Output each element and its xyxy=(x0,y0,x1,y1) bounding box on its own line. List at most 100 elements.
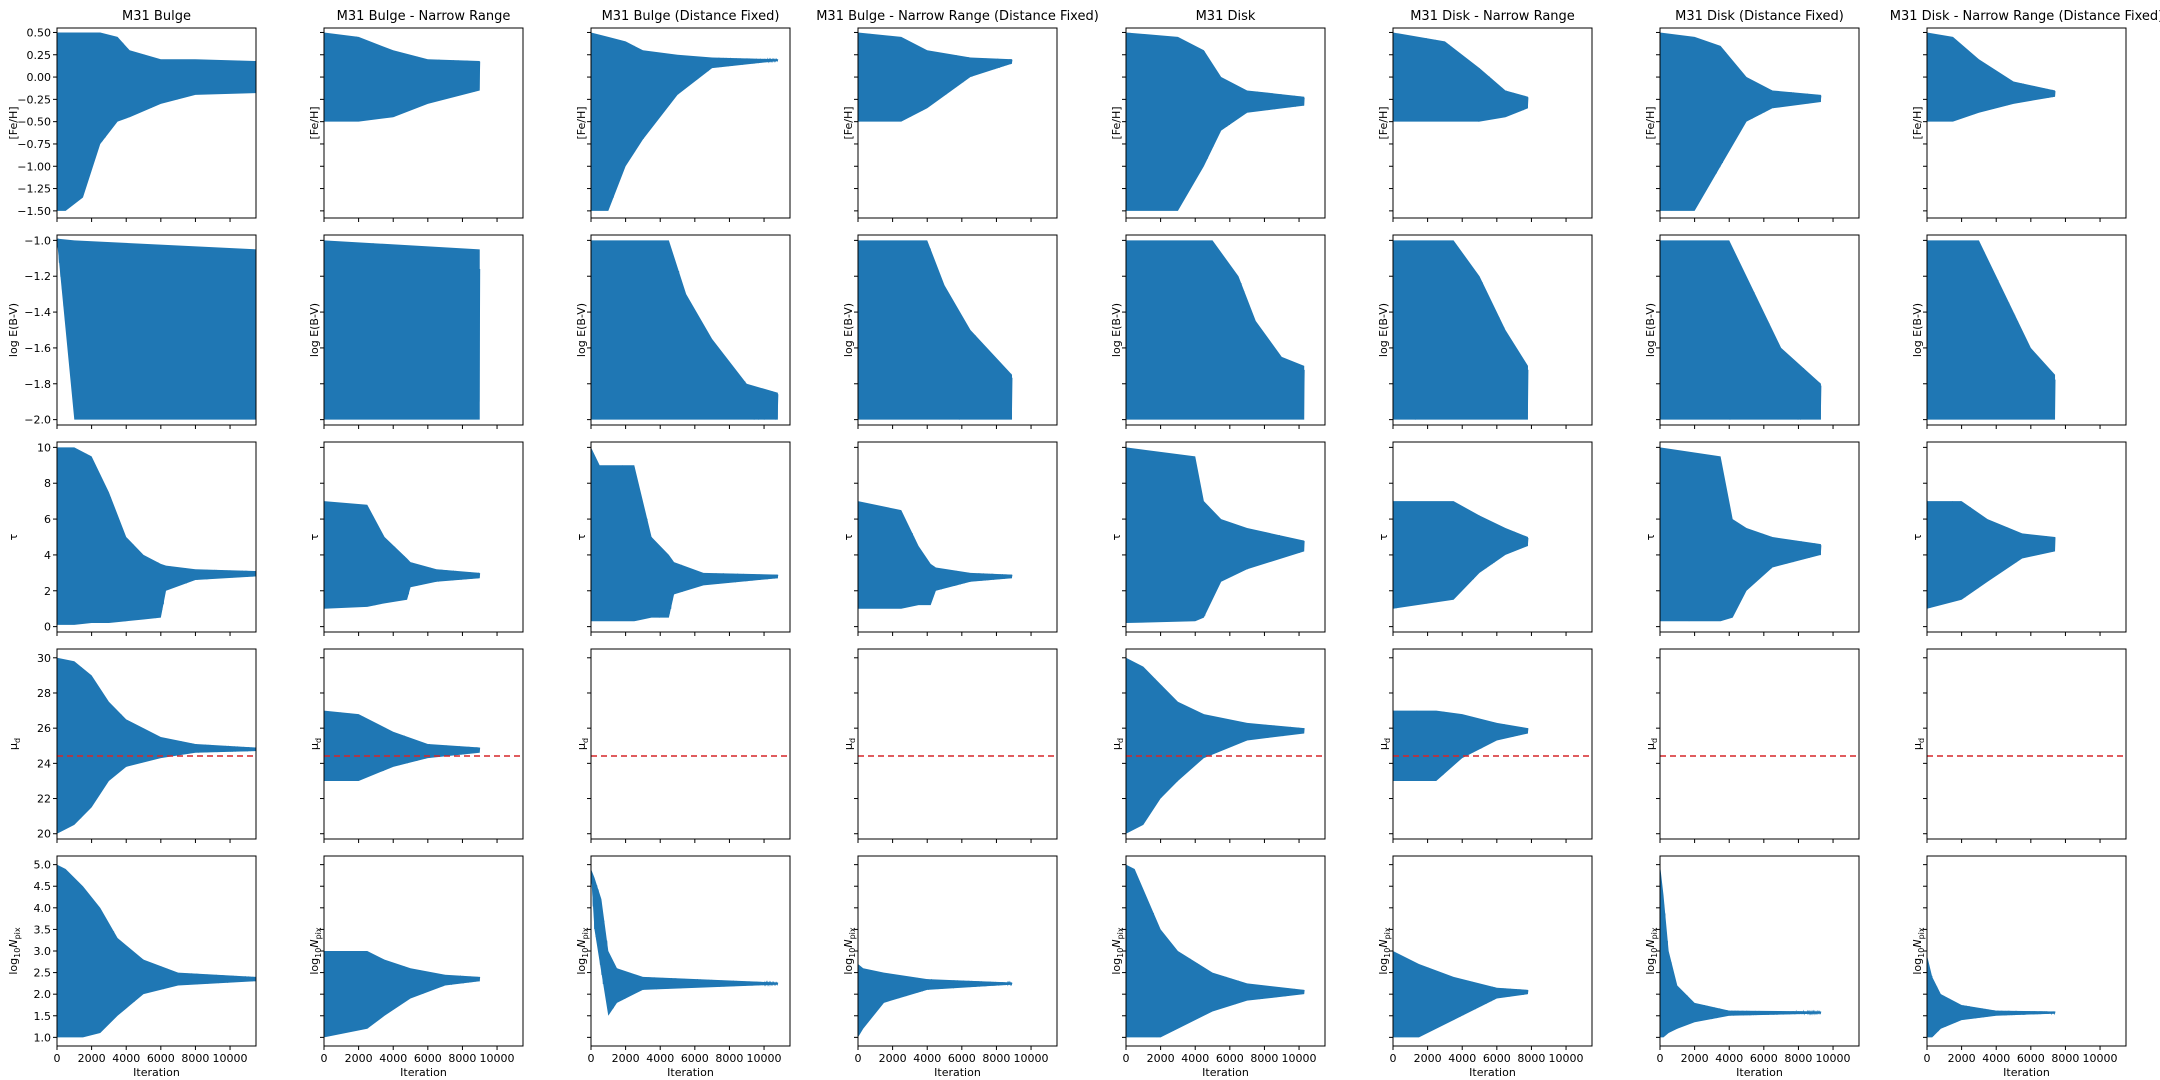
y-tick-label: 2 xyxy=(44,585,51,598)
subplot-panel: μd xyxy=(1911,648,2127,843)
x-tick-label: 10000 xyxy=(1282,1052,1317,1065)
trace-density xyxy=(858,501,1013,609)
y-tick-label: 0.50 xyxy=(27,26,52,39)
subplot-panel: 1.0 1.5 2.0 2.5 3.0 3.5 4.0 4.5 5.0 0 2000 4000 6000… xyxy=(7,855,257,1079)
trace-density xyxy=(1660,447,1821,622)
subplot-panel: log E(B-V) xyxy=(1644,234,1860,429)
subplot-panel: −1.50 −1.25 −1.00 −0.75 −0.50 −0.25 0.00 0.25 0.… xyxy=(7,26,257,222)
subplot-panel: [Fe/H] xyxy=(1110,27,1326,222)
trace-density xyxy=(1660,240,1821,420)
y-axis-label: log10Npix xyxy=(1644,927,1659,975)
x-tick-label: 4000 xyxy=(913,1052,941,1065)
subplot-panel: τ xyxy=(842,441,1058,636)
y-tick-label: 4.0 xyxy=(34,902,52,915)
column-title: M31 Bulge (Distance Fixed) xyxy=(602,9,780,24)
axes-frame xyxy=(1125,441,1326,633)
axes-frame xyxy=(1392,648,1593,840)
x-tick-label: 10000 xyxy=(1014,1052,1049,1065)
y-tick-label: −1.0 xyxy=(24,234,51,247)
trace-density xyxy=(1393,32,1528,122)
x-tick-label: 2000 xyxy=(78,1052,106,1065)
y-axis-label: log10Npix xyxy=(1110,927,1125,975)
y-axis-label: log10Npix xyxy=(575,927,590,975)
x-tick-label: 4000 xyxy=(1448,1052,1476,1065)
trace-density xyxy=(858,963,1013,1038)
trace-density xyxy=(324,501,480,609)
x-tick-label: 8000 xyxy=(448,1052,476,1065)
axes-frame xyxy=(1125,27,1326,219)
axes-frame xyxy=(590,441,791,633)
subplot-panel: 0 2000 4000 6000 8000 10000 Iteration log10Npix xyxy=(1644,855,1860,1079)
y-axis-label: log10Npix xyxy=(308,927,323,975)
axes-frame xyxy=(1926,234,2127,426)
axes-frame xyxy=(1392,441,1593,633)
trace-density xyxy=(57,32,256,211)
x-axis-label: Iteration xyxy=(2003,1066,2050,1079)
y-tick-label: 1.5 xyxy=(34,1010,52,1023)
x-tick-label: 0 xyxy=(1123,1052,1130,1065)
trace-density xyxy=(858,32,1013,122)
y-axis-label: μd xyxy=(308,738,323,750)
x-tick-label: 0 xyxy=(321,1052,328,1065)
subplot-panel: [Fe/H] xyxy=(1911,27,2127,222)
x-tick-label: 4000 xyxy=(1181,1052,1209,1065)
y-tick-label: 0.00 xyxy=(27,71,52,84)
axes-frame xyxy=(1926,27,2127,219)
subplot-panel: log E(B-V) xyxy=(1377,234,1593,429)
x-tick-label: 2000 xyxy=(879,1052,907,1065)
y-tick-label: 8 xyxy=(44,477,51,490)
x-tick-label: 2000 xyxy=(1948,1052,1976,1065)
y-tick-label: 10 xyxy=(37,441,51,454)
trace-density xyxy=(324,951,480,1038)
trace-density xyxy=(1126,447,1305,624)
x-tick-label: 6000 xyxy=(2017,1052,2045,1065)
trace-density xyxy=(858,240,1013,420)
y-tick-label: 4 xyxy=(44,549,51,562)
trace-density xyxy=(324,32,480,122)
x-axis-label: Iteration xyxy=(1469,1066,1516,1079)
x-axis-label: Iteration xyxy=(934,1066,981,1079)
x-tick-label: 6000 xyxy=(1750,1052,1778,1065)
y-tick-label: 0.25 xyxy=(27,49,52,62)
y-tick-label: 0 xyxy=(44,621,51,634)
y-axis-label: log E(B-V) xyxy=(575,303,588,357)
x-tick-label: 4000 xyxy=(1715,1052,1743,1065)
y-axis-label: log10Npix xyxy=(1911,927,1926,975)
trace-density xyxy=(57,864,256,1038)
trace-density xyxy=(1393,240,1528,420)
trace-density xyxy=(324,240,480,420)
trace-density xyxy=(591,447,778,622)
y-tick-label: 20 xyxy=(37,828,51,841)
x-tick-label: 6000 xyxy=(414,1052,442,1065)
x-axis-label: Iteration xyxy=(133,1066,180,1079)
axes-frame xyxy=(56,234,257,426)
y-axis-label: log E(B-V) xyxy=(308,303,321,357)
x-tick-label: 6000 xyxy=(681,1052,709,1065)
trace-density xyxy=(1927,32,2056,122)
axes-frame xyxy=(857,855,1058,1047)
subplot-panel: [Fe/H] xyxy=(1377,27,1593,222)
subplot-panel: 0 2000 4000 6000 8000 10000 Iteration log10Npix xyxy=(575,855,791,1079)
y-axis-label: τ xyxy=(575,533,588,540)
y-axis-label: [Fe/H] xyxy=(1911,106,1924,139)
column-title: M31 Disk - Narrow Range (Distance Fixed) xyxy=(1890,9,2160,24)
y-tick-label: −1.4 xyxy=(24,306,51,319)
y-tick-label: −0.50 xyxy=(17,116,51,129)
axes-frame xyxy=(56,27,257,219)
x-tick-label: 0 xyxy=(54,1052,61,1065)
y-axis-label: τ xyxy=(308,533,321,540)
y-tick-label: −1.2 xyxy=(24,270,51,283)
trace-density xyxy=(1393,501,1528,609)
x-tick-label: 10000 xyxy=(1549,1052,1584,1065)
trace-density xyxy=(1126,864,1305,1038)
trace-density xyxy=(1126,240,1305,420)
y-tick-label: 5.0 xyxy=(34,859,52,872)
y-axis-label: log E(B-V) xyxy=(842,303,855,357)
y-axis-label: log10Npix xyxy=(1377,927,1392,975)
trace-density xyxy=(1927,240,2056,420)
x-tick-label: 10000 xyxy=(2083,1052,2118,1065)
y-tick-label: −0.25 xyxy=(17,93,51,106)
y-axis-label: log10Npix xyxy=(7,927,22,975)
axes-frame xyxy=(857,441,1058,633)
subplot-panel: 0 2000 4000 6000 8000 10000 Iteration log10Npix xyxy=(1110,855,1326,1079)
